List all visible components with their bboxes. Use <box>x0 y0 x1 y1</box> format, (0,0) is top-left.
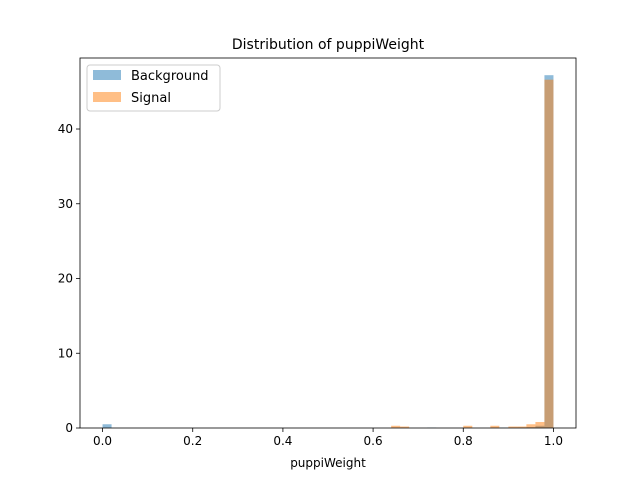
legend-label-background: Background <box>131 69 209 84</box>
bar-signal <box>517 426 527 428</box>
bar-signal <box>535 422 545 428</box>
bar-signal <box>508 426 518 428</box>
bars-layer <box>102 75 554 429</box>
bar-background <box>102 424 112 428</box>
x-tick-label: 0.0 <box>93 434 112 448</box>
x-tick-label: 0.6 <box>364 434 383 448</box>
x-tick-label: 0.4 <box>273 434 292 448</box>
y-tick-label: 30 <box>58 197 73 211</box>
legend-swatch-background <box>93 70 121 80</box>
y-tick-label: 10 <box>58 346 73 360</box>
y-tick-label: 20 <box>58 272 73 286</box>
bar-signal <box>544 79 554 429</box>
x-axis: 0.0 0.2 0.4 0.6 0.8 1.0 <box>93 428 563 448</box>
plot-area-frame <box>79 57 577 429</box>
bar-signal <box>463 425 473 428</box>
y-tick-label: 0 <box>65 421 73 435</box>
chart-title: Distribution of puppiWeight <box>232 37 425 53</box>
y-tick-label: 40 <box>58 122 73 136</box>
bar-signal <box>400 426 410 428</box>
x-tick-label: 1.0 <box>544 434 563 448</box>
legend: Background Signal <box>86 64 221 112</box>
x-axis-label: puppiWeight <box>290 456 366 470</box>
y-axis: 0 10 20 30 40 <box>58 122 80 435</box>
legend-label-signal: Signal <box>131 91 171 106</box>
bar-signal <box>526 424 536 428</box>
x-tick-label: 0.2 <box>183 434 202 448</box>
x-tick-label: 0.8 <box>454 434 473 448</box>
legend-swatch-signal <box>93 92 121 102</box>
bar-signal <box>391 425 401 428</box>
bar-signal <box>490 425 500 428</box>
